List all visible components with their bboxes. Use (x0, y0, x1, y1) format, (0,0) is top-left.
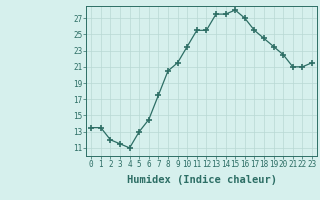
X-axis label: Humidex (Indice chaleur): Humidex (Indice chaleur) (127, 175, 276, 185)
